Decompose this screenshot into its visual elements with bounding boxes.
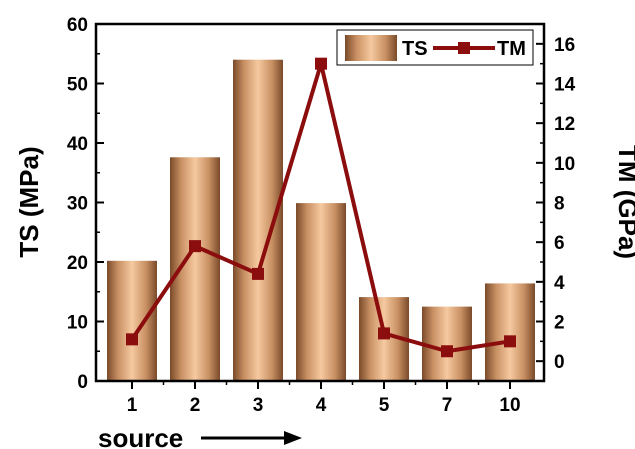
right-tick-label-2: 2	[554, 313, 565, 334]
left-tick-label-30: 30	[67, 194, 88, 215]
point-tm-2	[189, 240, 201, 253]
right-tick-label-4: 4	[554, 273, 565, 294]
bar-ts-10	[485, 283, 535, 381]
left-tick-label-50: 50	[67, 75, 88, 96]
right-tick-label-6: 6	[554, 233, 565, 254]
right-tick-label-16: 16	[554, 35, 575, 56]
legend-label-tm: TM	[497, 38, 526, 60]
x-tick-label-4: 4	[316, 395, 327, 416]
x-axis: 1 2 3 4 5 7 10	[127, 381, 521, 416]
line-series-tm	[126, 57, 516, 358]
point-tm-10	[504, 335, 516, 348]
y-left-axis-title: TS (MPa)	[14, 146, 44, 257]
legend-swatch-ts	[345, 35, 397, 61]
point-tm-4	[315, 57, 327, 70]
right-tick-label-0: 0	[554, 352, 565, 373]
bar-ts-7	[422, 306, 472, 381]
x-axis-title: source	[98, 423, 183, 449]
left-tick-label-10: 10	[67, 313, 88, 334]
bar-series-ts	[107, 59, 535, 381]
point-tm-7	[441, 345, 453, 358]
left-tick-label-20: 20	[67, 253, 88, 274]
x-tick-label-2: 2	[190, 395, 201, 416]
x-tick-label-7: 7	[442, 395, 453, 416]
left-tick-label-0: 0	[77, 372, 88, 393]
y-right-axis-title: TM (GPa)	[613, 145, 635, 259]
left-axis: 0 10 20 30 40 50 60	[67, 15, 104, 393]
x-tick-label-1: 1	[127, 395, 138, 416]
right-tick-label-12: 12	[554, 114, 575, 135]
left-tick-label-60: 60	[67, 15, 88, 36]
legend-marker-tm	[458, 42, 470, 54]
legend: TS TM	[336, 29, 534, 66]
point-tm-3	[252, 267, 264, 280]
right-tick-label-8: 8	[554, 194, 565, 215]
point-tm-5	[378, 327, 390, 340]
left-tick-label-40: 40	[67, 134, 88, 155]
x-tick-label-5: 5	[379, 395, 390, 416]
right-axis: 0 2 4 6 8 10 12 14 16	[536, 23, 576, 382]
x-axis-arrow	[201, 431, 302, 445]
right-tick-label-10: 10	[554, 154, 575, 175]
point-tm-1	[126, 333, 138, 346]
x-tick-label-10: 10	[499, 395, 520, 416]
legend-label-ts: TS	[402, 38, 428, 60]
bar-ts-4	[296, 203, 346, 381]
x-tick-label-3: 3	[253, 395, 264, 416]
right-tick-label-14: 14	[554, 75, 576, 96]
bar-ts-1	[107, 260, 157, 381]
